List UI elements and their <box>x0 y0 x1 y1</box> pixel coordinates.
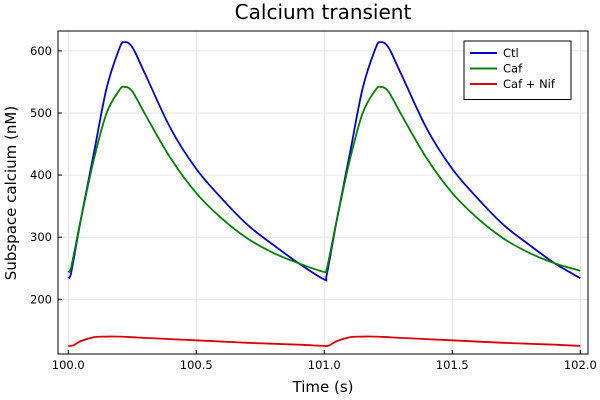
chart-title: Calcium transient <box>235 0 412 24</box>
plot-frame <box>57 30 589 355</box>
legend-label: Caf + Nif <box>503 77 556 91</box>
tick-labels: 100.0 100.5 101.0 101.5 102.0 200 300 400 500 600 <box>30 44 597 372</box>
x-tick-label: 101.0 <box>308 358 341 372</box>
series-line-caf <box>67 85 581 274</box>
y-tick-label: 500 <box>30 106 52 120</box>
legend-label: Ctl <box>503 46 519 60</box>
y-tick-label: 300 <box>30 230 52 244</box>
x-tick-label: 101.5 <box>436 358 469 372</box>
y-tick-label: 200 <box>30 292 52 306</box>
y-axis-label: Subspace calcium (nM) <box>2 106 20 280</box>
x-axis-label: Time (s) <box>292 378 354 396</box>
legend-box <box>463 40 572 100</box>
y-tick-label: 600 <box>30 44 52 58</box>
series-line-ctl <box>67 41 581 282</box>
x-tick-label: 100.5 <box>180 358 213 372</box>
legend-label: Caf <box>503 62 523 76</box>
series-layer <box>67 41 581 347</box>
y-tick-label: 400 <box>30 168 52 182</box>
series-line-caf-nif <box>68 335 581 347</box>
x-tick-label: 102.0 <box>564 358 597 372</box>
x-tick-label: 100.0 <box>52 358 85 372</box>
